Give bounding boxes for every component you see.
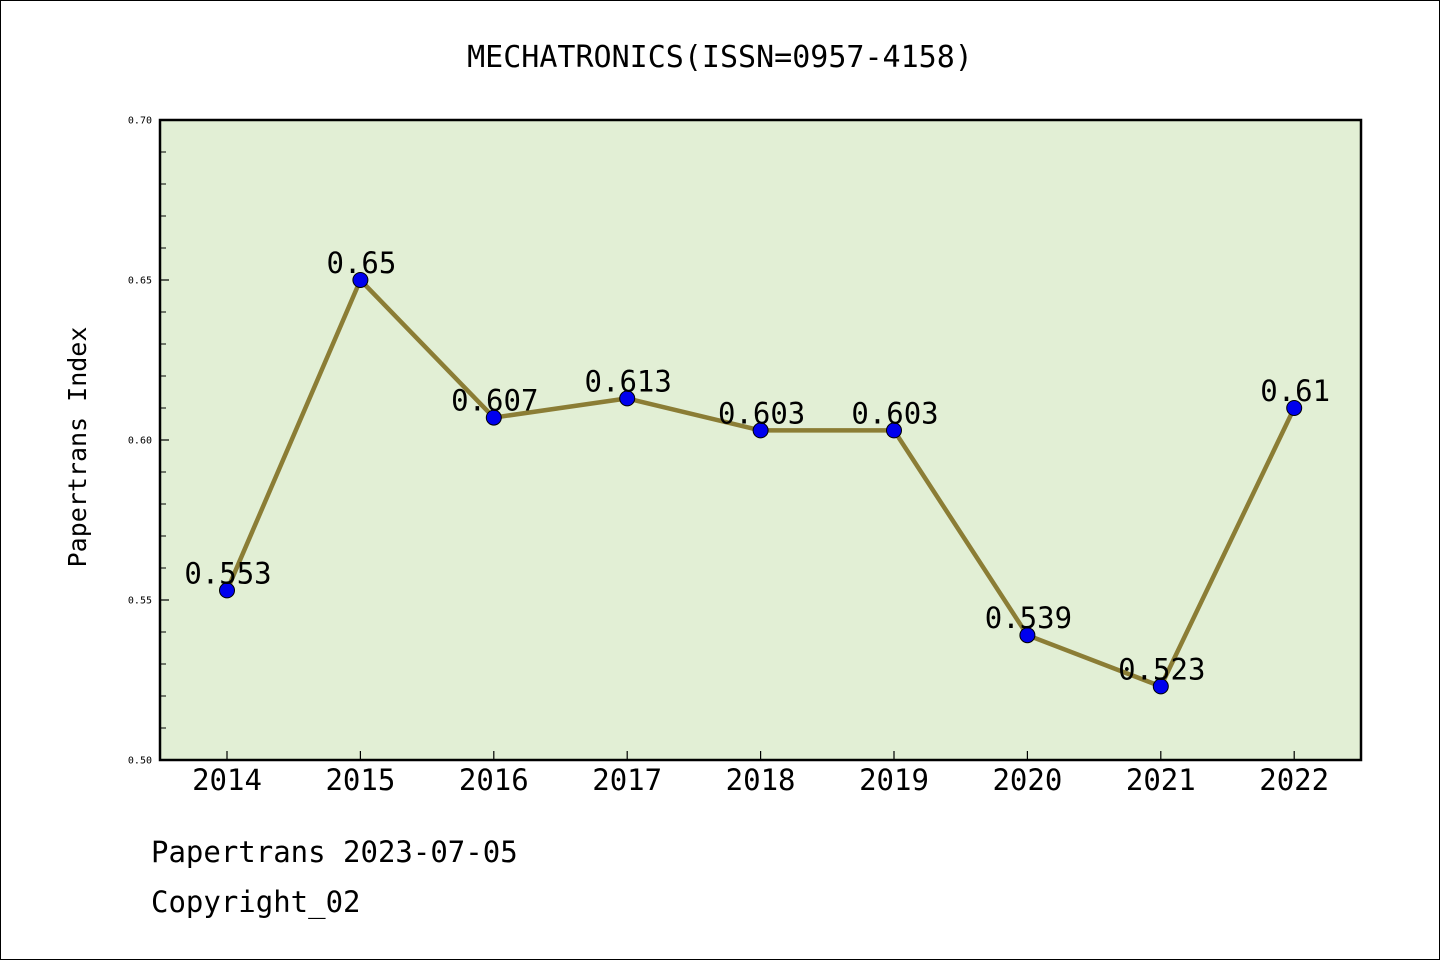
data-label: 0.607	[451, 384, 538, 418]
data-label: 0.65	[326, 246, 396, 280]
y-tick-label: 0.65	[128, 276, 152, 287]
y-tick-label: 0.60	[128, 436, 152, 447]
x-tick-label: 2019	[859, 763, 929, 797]
data-label: 0.553	[184, 556, 271, 590]
y-axis: 0.50 0.55 0.60 0.65 0.70	[128, 116, 169, 767]
data-point	[752, 422, 769, 439]
y-tick-label: 0.55	[128, 596, 152, 607]
x-tick-label: 2016	[459, 763, 529, 797]
data-points	[219, 272, 1303, 695]
data-point	[1152, 678, 1169, 695]
data-label: 0.613	[585, 364, 672, 398]
plot-area	[158, 118, 1363, 762]
x-tick-label: 2018	[726, 763, 796, 797]
data-label: 0.523	[1118, 652, 1205, 686]
data-label: 0.539	[985, 601, 1072, 635]
data-point	[485, 409, 502, 426]
x-tick-label: 2020	[992, 763, 1062, 797]
data-labels: 0.553 0.65 0.607 0.613 0.603 0.603 0.539 0.523 0…	[184, 246, 1330, 686]
x-tick-label: 2014	[192, 763, 262, 797]
x-tick-label: 2021	[1126, 763, 1196, 797]
copyright-note: Copyright_02	[151, 885, 361, 919]
source-note: Papertrans 2023-07-05	[151, 835, 518, 869]
data-point	[886, 422, 902, 439]
data-label: 0.603	[718, 396, 805, 430]
data-point	[219, 582, 235, 599]
x-tick-label: 2015	[325, 763, 395, 797]
chart-title: MECHATRONICS(ISSN=0957-4158)	[467, 40, 973, 75]
data-point	[1019, 627, 1036, 644]
y-tick-label: 0.50	[128, 756, 152, 767]
y-tick-label: 0.70	[128, 116, 152, 127]
data-point	[1286, 400, 1303, 416]
x-tick-label: 2017	[592, 763, 662, 797]
data-label: 0.603	[851, 396, 938, 430]
y-minor-ticks	[160, 151, 166, 729]
data-point	[352, 272, 369, 288]
y-axis-label: Papertrans Index	[63, 327, 92, 568]
x-axis: 2014 2015 2016 2017 2018 2019 2020 2021 2022	[192, 751, 1329, 797]
data-point	[619, 390, 636, 407]
data-label: 0.61	[1260, 374, 1330, 408]
x-tick-label: 2022	[1259, 763, 1329, 797]
